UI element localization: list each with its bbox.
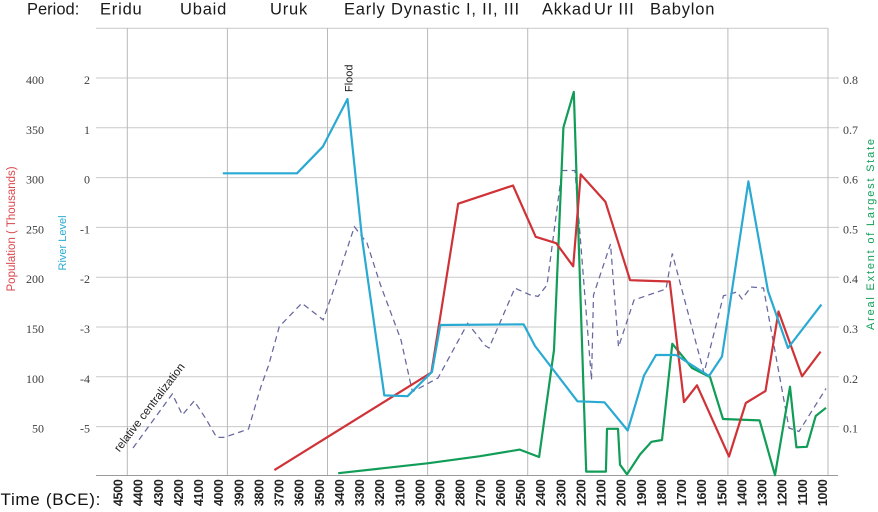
svg-text:350: 350 <box>26 123 44 137</box>
svg-text:3800: 3800 <box>252 479 266 506</box>
svg-text:0.4: 0.4 <box>843 272 858 286</box>
svg-text:1300: 1300 <box>756 479 770 506</box>
svg-text:0.3: 0.3 <box>843 322 858 336</box>
svg-text:Areal Extent of Largest State: Areal Extent of Largest State <box>865 137 877 330</box>
svg-text:-2: -2 <box>80 272 90 286</box>
svg-text:2500: 2500 <box>514 479 528 506</box>
svg-text:1500: 1500 <box>715 479 729 506</box>
svg-text:Flood: Flood <box>344 64 356 92</box>
svg-text:100: 100 <box>26 372 44 386</box>
svg-text:2300: 2300 <box>554 479 568 506</box>
svg-text:4200: 4200 <box>172 479 186 506</box>
svg-text:2100: 2100 <box>595 479 609 506</box>
svg-text:150: 150 <box>26 322 44 336</box>
svg-text:200: 200 <box>26 272 44 286</box>
svg-text:3100: 3100 <box>393 479 407 506</box>
svg-text:3200: 3200 <box>373 479 387 506</box>
svg-text:Period:: Period: <box>27 1 79 19</box>
svg-text:3900: 3900 <box>232 479 246 506</box>
svg-text:400: 400 <box>26 73 44 87</box>
svg-text:2000: 2000 <box>615 479 629 506</box>
svg-text:4300: 4300 <box>152 479 166 506</box>
svg-text:2200: 2200 <box>574 479 588 506</box>
svg-text:3600: 3600 <box>293 479 307 506</box>
svg-text:3400: 3400 <box>333 479 347 506</box>
svg-text:Early Dynastic I, II, III: Early Dynastic I, II, III <box>344 1 520 19</box>
svg-text:-5: -5 <box>80 422 90 436</box>
svg-text:1600: 1600 <box>695 479 709 506</box>
svg-text:0.7: 0.7 <box>843 123 858 137</box>
svg-text:-1: -1 <box>80 222 90 236</box>
svg-text:Population ( Thousands): Population ( Thousands) <box>6 166 18 291</box>
svg-text:2400: 2400 <box>534 479 548 506</box>
svg-text:1400: 1400 <box>735 479 749 506</box>
svg-text:River Level: River Level <box>57 215 69 270</box>
svg-text:1800: 1800 <box>655 479 669 506</box>
svg-text:4500: 4500 <box>112 479 126 506</box>
svg-text:3300: 3300 <box>353 479 367 506</box>
svg-text:3500: 3500 <box>313 479 327 506</box>
svg-text:0: 0 <box>84 173 90 187</box>
svg-text:-3: -3 <box>80 322 90 336</box>
svg-text:2800: 2800 <box>454 479 468 506</box>
svg-text:0.5: 0.5 <box>843 222 858 236</box>
svg-text:-4: -4 <box>80 372 90 386</box>
svg-text:Ur III: Ur III <box>594 1 635 19</box>
svg-text:4400: 4400 <box>132 479 146 506</box>
svg-text:3000: 3000 <box>413 479 427 506</box>
svg-text:0.8: 0.8 <box>843 73 858 87</box>
svg-text:1: 1 <box>84 123 90 137</box>
svg-text:1200: 1200 <box>776 479 790 506</box>
svg-text:50: 50 <box>32 422 44 436</box>
svg-text:1000: 1000 <box>816 479 830 506</box>
svg-text:Eridu: Eridu <box>100 1 143 19</box>
svg-text:0.2: 0.2 <box>843 372 858 386</box>
svg-text:300: 300 <box>26 173 44 187</box>
svg-text:Time (BCE):: Time (BCE): <box>1 490 102 509</box>
svg-text:3700: 3700 <box>273 479 287 506</box>
svg-text:250: 250 <box>26 222 44 236</box>
svg-text:0.1: 0.1 <box>843 422 858 436</box>
svg-text:4100: 4100 <box>192 479 206 506</box>
svg-text:2600: 2600 <box>494 479 508 506</box>
svg-text:0.6: 0.6 <box>843 173 858 187</box>
svg-text:1900: 1900 <box>635 479 649 506</box>
svg-text:Akkad: Akkad <box>542 1 592 19</box>
svg-text:4000: 4000 <box>212 479 226 506</box>
svg-text:2: 2 <box>84 73 90 87</box>
svg-text:1700: 1700 <box>675 479 689 506</box>
svg-text:1100: 1100 <box>796 479 810 505</box>
svg-text:2900: 2900 <box>434 479 448 506</box>
svg-text:Babylon: Babylon <box>650 1 715 19</box>
svg-text:Ubaid: Ubaid <box>180 1 227 19</box>
svg-text:2700: 2700 <box>474 479 488 506</box>
svg-text:Uruk: Uruk <box>270 1 308 19</box>
